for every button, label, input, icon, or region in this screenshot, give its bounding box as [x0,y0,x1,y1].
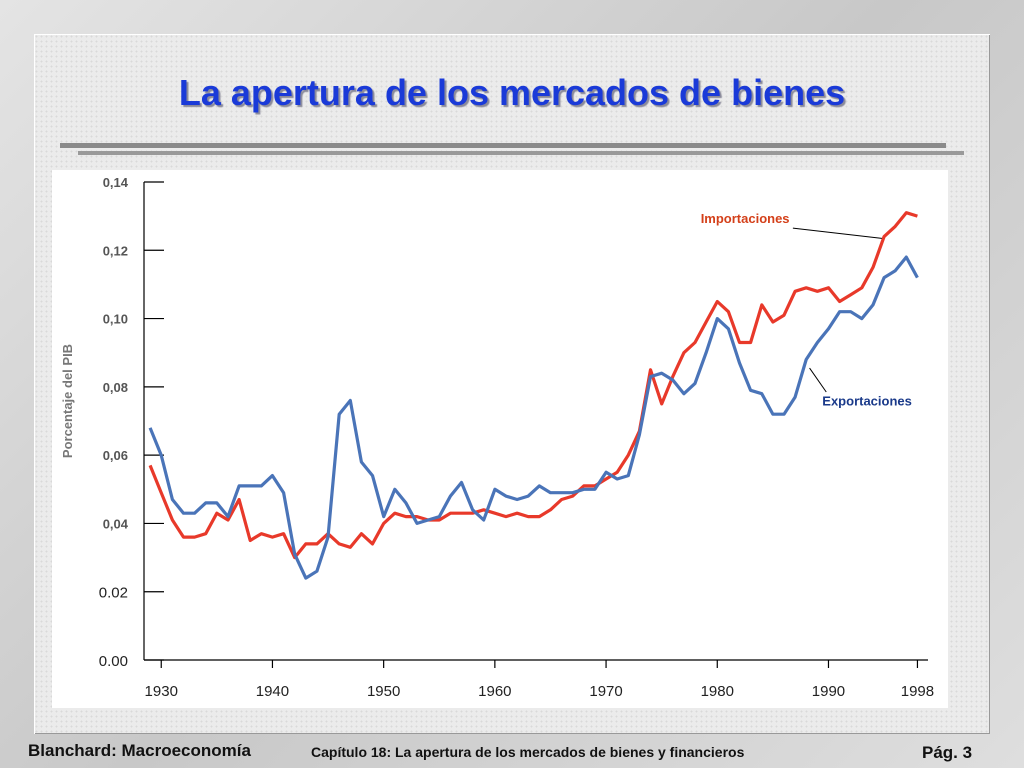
y-tick-label: 0,12 [103,243,128,258]
y-tick-label: 0,14 [103,175,129,190]
chart-series [148,211,919,580]
x-tick-label: 1940 [256,683,289,700]
x-tick-label: 1970 [589,683,622,700]
x-tick-label: 1990 [812,683,845,700]
title-rule-bottom [78,151,964,155]
x-tick-label: 1980 [701,683,734,700]
title-rule-top [60,143,946,148]
leader-importaciones [792,227,882,239]
line-chart: 0.00 0.02 0,04 0,06 0,08 0,10 0,12 0,14 1930 1940… [60,175,934,700]
y-tick-label: 0.00 [99,653,128,670]
y-axis-title: Porcentaje del PIB [60,344,75,458]
x-tick-label: 1960 [478,683,511,700]
chart-area: 0.00 0.02 0,04 0,06 0,08 0,10 0,12 0,14 1930 1940… [52,170,948,708]
series-line-exportaciones [148,255,919,580]
x-tick-label: 1950 [367,683,400,700]
x-tick-label: 1930 [145,683,178,700]
x-tick-label: 1998 [901,683,934,700]
chart-annotations: Importaciones Exportaciones [701,211,912,409]
label-importaciones: Importaciones [701,211,790,226]
footer-chapter: Capítulo 18: La apertura de los mercados… [311,744,745,760]
y-tick-label: 0,06 [103,448,128,463]
slide-title: La apertura de los mercados de bienes [178,72,846,113]
y-tick-label: 0,04 [103,516,129,531]
leader-exportaciones [809,367,827,393]
y-tick-label: 0.02 [99,585,128,602]
footer-author: Blanchard: Macroeconomía [28,741,251,760]
label-exportaciones: Exportaciones [822,394,912,409]
y-tick-label: 0,08 [103,380,128,395]
series-line-importaciones [148,211,918,560]
footer-page-number: Pág. 3 [922,743,973,762]
chart-axes: 0.00 0.02 0,04 0,06 0,08 0,10 0,12 0,14 1930 1940… [60,175,934,700]
y-tick-label: 0,10 [103,312,128,327]
